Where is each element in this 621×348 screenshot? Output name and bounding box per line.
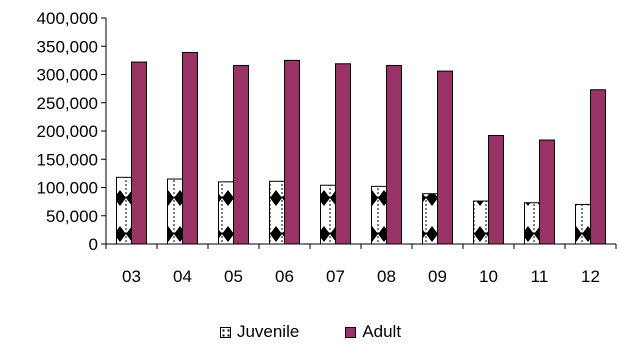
legend-label-adult: Adult bbox=[362, 322, 402, 341]
adult-bar bbox=[131, 61, 147, 245]
x-tick-label: 07 bbox=[326, 267, 345, 286]
juvenile-bar bbox=[524, 202, 540, 245]
juvenile-swatch bbox=[219, 326, 231, 338]
adult-swatch bbox=[345, 326, 357, 338]
adult-bar bbox=[335, 63, 351, 245]
y-tick-label: 250,000 bbox=[37, 94, 98, 113]
plot-area: 0 50,000 100,000 150,000 200,000 250,000 300,0… bbox=[37, 9, 617, 286]
x-tick-label: 11 bbox=[531, 267, 549, 286]
y-tick-label: 50,000 bbox=[46, 207, 98, 226]
adult-bar bbox=[539, 139, 555, 245]
legend-item-juvenile: Juvenile bbox=[219, 322, 300, 342]
y-tick-label: 150,000 bbox=[37, 150, 98, 169]
juvenile-bar bbox=[269, 180, 285, 245]
adult-bar bbox=[284, 59, 300, 245]
juvenile-bar bbox=[116, 176, 132, 245]
x-tick-label: 05 bbox=[224, 267, 243, 286]
x-tick-label: 10 bbox=[479, 267, 498, 286]
legend: Juvenile Adult bbox=[0, 322, 621, 342]
y-tick-label: 200,000 bbox=[37, 122, 98, 141]
adult-bar bbox=[488, 135, 504, 245]
adult-bar bbox=[386, 64, 402, 245]
juvenile-bar bbox=[218, 181, 234, 245]
y-tick-label: 0 bbox=[89, 235, 98, 254]
y-tick-label: 300,000 bbox=[37, 66, 98, 85]
adult-bar bbox=[590, 89, 606, 245]
juvenile-bar bbox=[422, 193, 438, 245]
legend-item-adult: Adult bbox=[345, 322, 401, 342]
adult-bar bbox=[182, 51, 198, 245]
adult-bar bbox=[437, 70, 453, 245]
y-tick-label: 350,000 bbox=[37, 37, 98, 56]
juvenile-bar bbox=[473, 200, 489, 245]
x-tick-label: 04 bbox=[173, 267, 192, 286]
juvenile-bar bbox=[371, 185, 387, 245]
juvenile-bar bbox=[575, 203, 591, 245]
juvenile-bar bbox=[167, 178, 183, 245]
x-tick-label: 03 bbox=[122, 267, 141, 286]
x-tick-label: 12 bbox=[581, 267, 600, 286]
juvenile-bar bbox=[320, 184, 336, 245]
adult-bar bbox=[233, 64, 249, 245]
x-tick-label: 09 bbox=[428, 267, 447, 286]
x-tick-label: 08 bbox=[377, 267, 396, 286]
x-tick-label: 06 bbox=[275, 267, 294, 286]
legend-label-juvenile: Juvenile bbox=[236, 322, 300, 341]
y-tick-label: 100,000 bbox=[37, 179, 98, 198]
y-tick-label: 400,000 bbox=[37, 9, 98, 28]
